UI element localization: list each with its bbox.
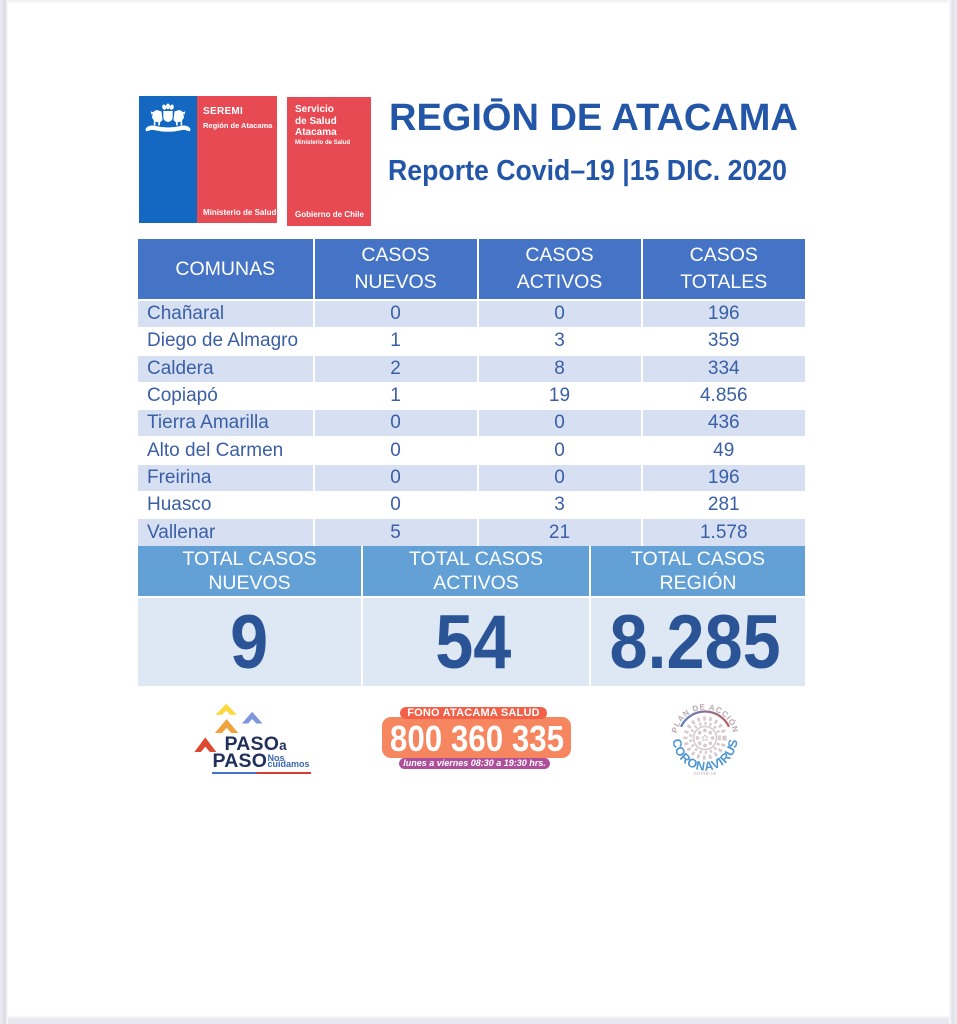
svg-text:COVID-19: COVID-19 xyxy=(694,771,717,776)
